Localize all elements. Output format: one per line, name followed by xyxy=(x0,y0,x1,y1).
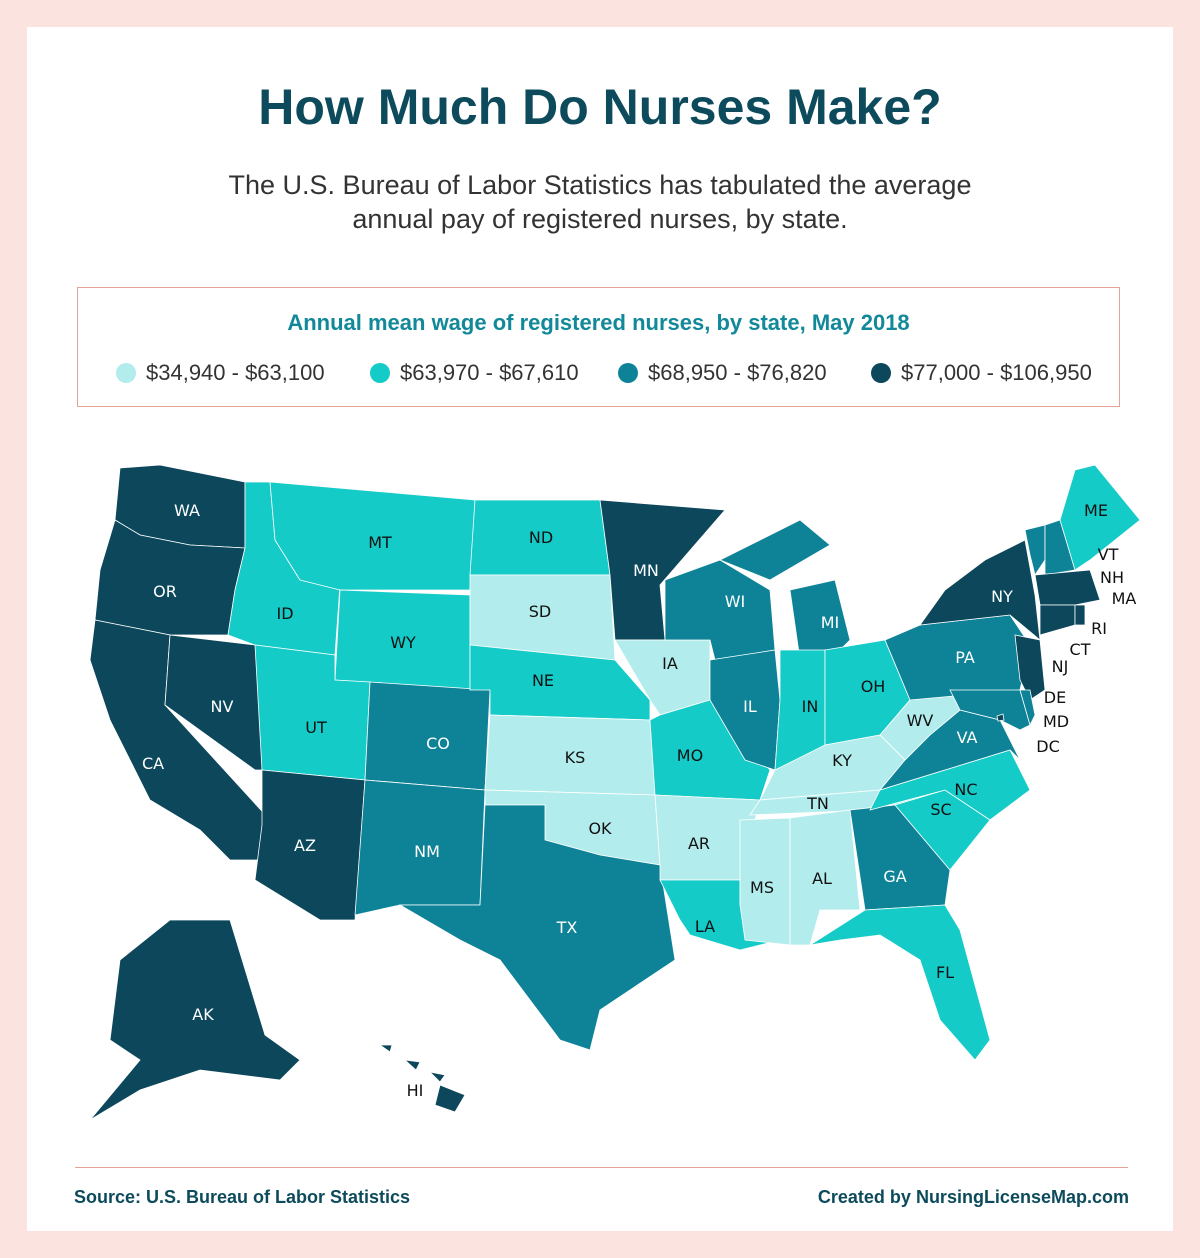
legend-label: $68,950 - $76,820 xyxy=(648,360,827,385)
label-md: MD xyxy=(1043,712,1069,731)
label-la: LA xyxy=(695,917,715,936)
label-fl: FL xyxy=(936,963,954,982)
label-ca: CA xyxy=(142,754,164,773)
state-ne xyxy=(469,644,651,721)
label-in: IN xyxy=(802,697,819,716)
legend: Annual mean wage of registered nurses, b… xyxy=(77,287,1120,407)
label-va: VA xyxy=(957,728,978,747)
legend-label: $77,000 - $106,950 xyxy=(901,360,1092,385)
label-id: ID xyxy=(276,604,293,623)
label-wi: WI xyxy=(725,592,746,611)
page-title: How Much Do Nurses Make? xyxy=(258,79,942,135)
label-sc: SC xyxy=(930,800,951,819)
label-nd: ND xyxy=(529,528,553,547)
state-hi xyxy=(378,1044,393,1053)
label-nc: NC xyxy=(954,780,977,799)
label-ct: CT xyxy=(1070,640,1091,659)
state-dc xyxy=(996,713,1005,722)
state-tx xyxy=(398,804,676,1051)
label-al: AL xyxy=(812,869,832,888)
subtitle-line-2: annual pay of registered nurses, by stat… xyxy=(352,204,848,234)
state-ms xyxy=(739,817,791,946)
label-il: IL xyxy=(743,697,757,716)
label-tx: TX xyxy=(556,918,578,937)
label-pa: PA xyxy=(955,648,975,667)
label-co: CO xyxy=(426,734,450,753)
state-ny xyxy=(919,539,1041,641)
divider xyxy=(75,1167,1128,1168)
legend-dot xyxy=(618,363,638,383)
label-oh: OH xyxy=(861,677,886,696)
label-az: AZ xyxy=(294,836,316,855)
label-ny: NY xyxy=(991,587,1013,606)
state-hi xyxy=(403,1059,421,1071)
subtitle-line-1: The U.S. Bureau of Labor Statistics has … xyxy=(228,170,972,200)
label-ky: KY xyxy=(832,751,852,770)
legend-title: Annual mean wage of registered nurses, b… xyxy=(287,310,910,335)
label-mn: MN xyxy=(633,561,659,580)
label-wv: WV xyxy=(907,711,934,730)
label-sd: SD xyxy=(529,602,551,621)
label-nj: NJ xyxy=(1052,657,1069,676)
label-ma: MA xyxy=(1112,589,1137,608)
state-ak xyxy=(89,919,301,1121)
label-ri: RI xyxy=(1091,619,1107,638)
subtitle: The U.S. Bureau of Labor Statistics has … xyxy=(0,168,1200,236)
label-ia: IA xyxy=(662,654,678,673)
legend-dot xyxy=(370,363,390,383)
legend-label: $63,970 - $67,610 xyxy=(400,360,579,385)
legend-item: $68,950 - $76,820 xyxy=(618,360,827,386)
label-ms: MS xyxy=(750,878,774,897)
label-nv: NV xyxy=(211,697,234,716)
label-ar: AR xyxy=(688,834,710,853)
label-vt: VT xyxy=(1098,545,1119,564)
legend-dot xyxy=(871,363,891,383)
state-fl xyxy=(809,904,991,1061)
source-text: Source: U.S. Bureau of Labor Statistics xyxy=(74,1187,411,1207)
label-nh: NH xyxy=(1100,568,1124,587)
label-wy: WY xyxy=(390,633,416,652)
label-me: ME xyxy=(1084,501,1108,520)
label-mi: MI xyxy=(821,613,840,632)
state-hi xyxy=(428,1071,446,1083)
label-wa: WA xyxy=(174,501,200,520)
label-ks: KS xyxy=(565,748,586,767)
label-ut: UT xyxy=(305,718,327,737)
label-nm: NM xyxy=(414,842,440,861)
state-ct xyxy=(1039,604,1076,636)
label-ok: OK xyxy=(588,819,612,838)
state-nj xyxy=(1014,634,1046,701)
label-mt: MT xyxy=(368,533,392,552)
state-vt xyxy=(1024,524,1046,576)
label-ak: AK xyxy=(192,1005,214,1024)
state-hi xyxy=(434,1084,466,1113)
state-me xyxy=(1059,464,1141,571)
state-ri xyxy=(1074,604,1086,626)
label-hi: HI xyxy=(407,1081,424,1100)
legend-item: $77,000 - $106,950 xyxy=(871,360,1092,386)
label-ga: GA xyxy=(883,867,906,886)
state-ga xyxy=(849,804,951,911)
state-mi xyxy=(719,519,831,581)
legend-label: $34,940 - $63,100 xyxy=(146,360,325,385)
state-de xyxy=(1019,689,1036,727)
label-ne: NE xyxy=(532,671,554,690)
label-tn: TN xyxy=(806,794,829,813)
label-mo: MO xyxy=(677,746,703,765)
legend-item: $34,940 - $63,100 xyxy=(116,360,325,386)
label-dc: DC xyxy=(1036,737,1060,756)
state-ma xyxy=(1034,569,1101,606)
credit-text: Created by NursingLicenseMap.com xyxy=(817,1187,1129,1207)
legend-item: $63,970 - $67,610 xyxy=(370,360,579,386)
label-or: OR xyxy=(153,582,177,601)
label-de: DE xyxy=(1044,688,1066,707)
legend-dot xyxy=(116,363,136,383)
